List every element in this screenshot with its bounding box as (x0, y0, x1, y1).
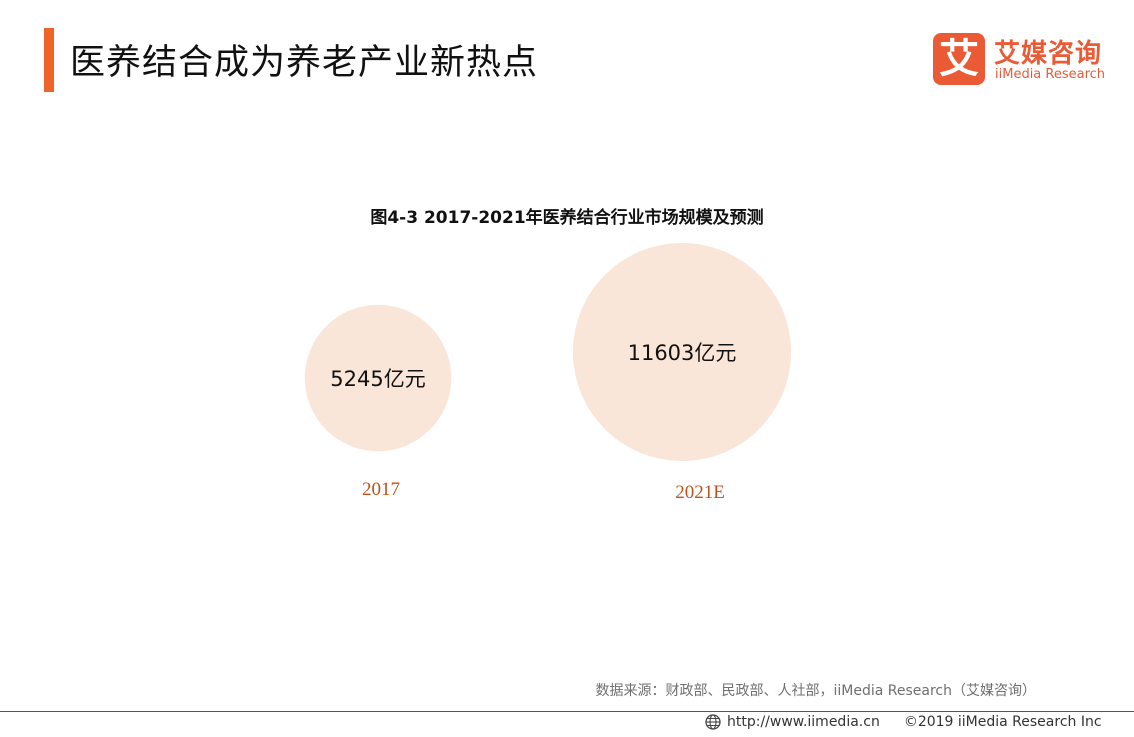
logo-icon: 艾 (933, 33, 985, 85)
globe-icon (705, 714, 721, 730)
bubble-value-label: 11603亿元 (628, 341, 737, 365)
logo-name-cn: 艾媒咨询 (994, 39, 1103, 69)
brand-logo: 艾 艾媒咨询 iiMedia Research (933, 33, 1118, 87)
footer-url-link[interactable]: http://www.iimedia.cn (727, 714, 880, 730)
bubble-value-label: 5245亿元 (330, 367, 425, 391)
footer: http://www.iimedia.cn ©2019 iiMedia Rese… (705, 714, 1102, 730)
category-label: 2017 (362, 479, 400, 500)
logo-name-en: iiMedia Research (995, 67, 1106, 82)
category-label: 2021E (675, 482, 725, 503)
bubble-2017 (304, 304, 452, 452)
page-title: 医养结合成为养老产业新热点 (70, 43, 539, 83)
data-source: 数据来源：财政部、民政部、人社部，iiMedia Research（艾媒咨询） (595, 683, 1037, 699)
chart-title: 图4-3 2017-2021年医养结合行业市场规模及预测 (370, 208, 764, 228)
footer-copyright: ©2019 iiMedia Research Inc (903, 714, 1102, 730)
title-accent-bar (44, 28, 54, 92)
footer-divider (0, 711, 1134, 712)
bubble-2021E (573, 243, 791, 461)
